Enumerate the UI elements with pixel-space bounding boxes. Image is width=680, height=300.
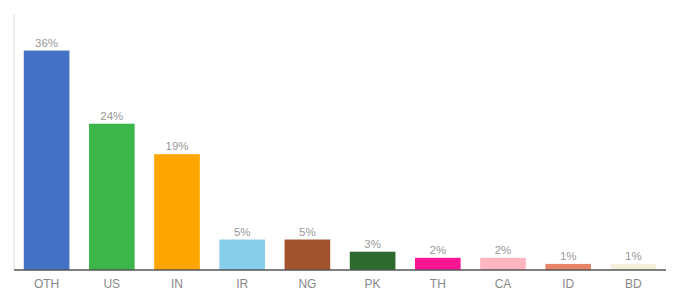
bar (89, 124, 135, 270)
x-tick-label: IR (236, 277, 248, 291)
bar (285, 240, 331, 270)
data-label: 1% (560, 250, 577, 262)
data-label: 1% (625, 250, 642, 262)
data-label: 2% (429, 244, 446, 256)
bars (24, 51, 656, 270)
bar (350, 252, 396, 270)
data-label: 5% (299, 226, 316, 238)
data-label: 2% (495, 244, 512, 256)
x-tick-label: US (103, 277, 120, 291)
bar (611, 264, 657, 270)
x-tick-label: ID (562, 277, 574, 291)
bar (480, 258, 526, 270)
bar (415, 258, 461, 270)
bar (219, 240, 265, 270)
data-label: 5% (234, 226, 251, 238)
y-axis-line (14, 14, 15, 270)
x-tick-label: CA (495, 277, 512, 291)
x-tick-label: PK (365, 277, 381, 291)
data-label: 36% (35, 37, 58, 49)
bar (24, 51, 70, 270)
x-tick-label: TH (430, 277, 446, 291)
x-axis-line (14, 269, 666, 271)
data-label: 19% (165, 140, 188, 152)
data-label: 3% (364, 238, 381, 250)
chart-container: 36% 24% 19% 5% 5% 3% 2% 2% 1% 1% OTH US IN IR NG PK TH CA… (0, 0, 680, 300)
x-tick-label: BD (625, 277, 642, 291)
x-tick-label: NG (298, 277, 316, 291)
bar (545, 264, 591, 270)
x-tick-label: OTH (34, 277, 59, 291)
x-tick-label: IN (171, 277, 183, 291)
bar (154, 154, 200, 270)
chart: 36% 24% 19% 5% 5% 3% 2% 2% 1% 1% OTH US IN IR NG PK TH CA… (0, 0, 680, 300)
data-label: 24% (100, 110, 123, 122)
